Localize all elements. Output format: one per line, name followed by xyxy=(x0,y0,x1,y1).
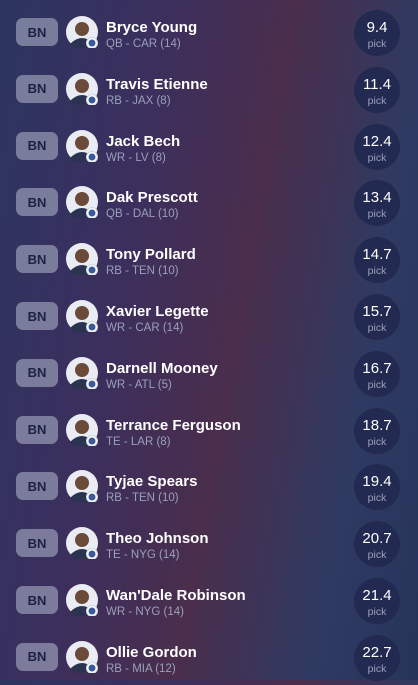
pick-circle: 15.7 pick xyxy=(354,294,400,340)
slot-badge[interactable]: BN xyxy=(16,586,58,614)
player-avatar xyxy=(66,584,98,616)
pick-label: pick xyxy=(367,94,387,107)
slot-badge[interactable]: BN xyxy=(16,18,58,46)
player-detail: WR - CAR (14) xyxy=(106,322,184,334)
player-name: Tony Pollard xyxy=(106,246,196,264)
pick-circle: 19.4 pick xyxy=(354,464,400,511)
player-avatar xyxy=(66,300,98,332)
player-row[interactable]: BN Dak Prescott QB - DAL (10) 13.4 pick xyxy=(0,174,418,230)
pick-label: pick xyxy=(367,151,387,164)
pick-circle: 12.4 pick xyxy=(354,123,400,170)
player-name: Terrance Ferguson xyxy=(106,416,241,434)
player-avatar xyxy=(66,129,98,162)
player-row[interactable]: BN Tyjae Spears RB - TEN (10) 19.4 pick xyxy=(0,458,418,514)
player-name: Tyjae Spears xyxy=(106,473,198,491)
player-avatar xyxy=(66,527,98,560)
slot-badge[interactable]: BN xyxy=(16,245,58,274)
pick-value: 18.7 xyxy=(362,416,392,434)
pick-circle: 13.4 pick xyxy=(354,180,400,227)
slot-badge[interactable]: BN xyxy=(16,302,58,330)
slot-badge[interactable]: BN xyxy=(16,642,58,671)
pick-value: 13.4 xyxy=(362,189,392,207)
player-row[interactable]: BN Darnell Mooney WR - ATL (5) 16.7 pick xyxy=(0,345,418,401)
player-name: Ollie Gordon xyxy=(106,643,197,661)
pick-label: pick xyxy=(367,606,387,618)
player-name: Xavier Legette xyxy=(106,303,209,320)
pick-value: 20.7 xyxy=(362,530,392,548)
player-detail: QB - DAL (10) xyxy=(106,208,179,221)
player-row[interactable]: BN Theo Johnson TE - NYG (14) 20.7 pick xyxy=(0,515,418,571)
pick-value: 9.4 xyxy=(366,19,388,36)
pick-circle: 21.4 pick xyxy=(354,578,400,624)
pick-label: pick xyxy=(367,549,387,562)
pick-label: pick xyxy=(367,38,387,50)
slot-badge[interactable]: BN xyxy=(16,529,58,558)
player-detail: TE - NYG (14) xyxy=(106,549,180,562)
pick-label: pick xyxy=(367,435,387,448)
pick-circle: 16.7 pick xyxy=(354,350,400,397)
pick-value: 19.4 xyxy=(362,473,392,491)
slot-badge[interactable]: BN xyxy=(16,358,58,387)
player-name: Darnell Mooney xyxy=(106,359,218,377)
player-avatar xyxy=(66,470,98,503)
player-row[interactable]: BN Xavier Legette WR - CAR (14) 15.7 pick xyxy=(0,288,418,344)
pick-value: 21.4 xyxy=(362,587,392,604)
player-row[interactable]: BN Terrance Ferguson TE - LAR (8) 18.7 pick xyxy=(0,402,418,458)
pick-value: 11.4 xyxy=(362,75,392,93)
player-detail: RB - JAX (8) xyxy=(106,94,171,107)
player-name: Bryce Young xyxy=(106,19,198,36)
player-row[interactable]: BN Wan'Dale Robinson WR - NYG (14) 21.4 pick xyxy=(0,572,418,628)
slot-badge[interactable]: BN xyxy=(16,74,58,103)
pick-label: pick xyxy=(367,378,387,391)
player-avatar xyxy=(66,640,98,673)
pick-circle: 11.4 pick xyxy=(354,66,400,113)
pick-value: 22.7 xyxy=(362,643,392,661)
pick-circle: 14.7 pick xyxy=(354,237,400,284)
pick-value: 14.7 xyxy=(362,246,392,264)
player-avatar xyxy=(66,243,98,276)
pick-label: pick xyxy=(367,662,387,675)
player-avatar xyxy=(66,16,98,48)
pick-circle: 9.4 pick xyxy=(354,10,400,56)
pick-label: pick xyxy=(367,265,387,278)
player-detail: RB - MIA (12) xyxy=(106,662,176,675)
slot-badge[interactable]: BN xyxy=(16,131,58,160)
pick-value: 15.7 xyxy=(362,303,392,320)
player-detail: TE - LAR (8) xyxy=(106,435,171,448)
player-name: Wan'Dale Robinson xyxy=(106,587,246,604)
pick-circle: 18.7 pick xyxy=(354,407,400,454)
player-detail: RB - TEN (10) xyxy=(106,492,179,505)
player-name: Theo Johnson xyxy=(106,530,209,548)
slot-badge[interactable]: BN xyxy=(16,415,58,444)
pick-circle: 22.7 pick xyxy=(354,634,400,681)
player-avatar xyxy=(66,72,98,105)
player-row[interactable]: BN Bryce Young QB - CAR (14) 9.4 pick xyxy=(0,4,418,60)
player-avatar xyxy=(66,413,98,446)
player-name: Jack Bech xyxy=(106,132,181,150)
pick-label: pick xyxy=(367,208,387,221)
pick-label: pick xyxy=(367,492,387,505)
player-avatar xyxy=(66,356,98,389)
player-row[interactable]: BN Ollie Gordon RB - MIA (12) 22.7 pick xyxy=(0,629,418,685)
pick-circle: 20.7 pick xyxy=(354,521,400,568)
player-detail: WR - LV (8) xyxy=(106,151,166,164)
player-detail: WR - NYG (14) xyxy=(106,606,184,618)
slot-badge[interactable]: BN xyxy=(16,188,58,217)
player-name: Travis Etienne xyxy=(106,75,208,93)
player-detail: QB - CAR (14) xyxy=(106,38,181,50)
player-name: Dak Prescott xyxy=(106,189,198,207)
player-row[interactable]: BN Travis Etienne RB - JAX (8) 11.4 pick xyxy=(0,61,418,117)
player-detail: RB - TEN (10) xyxy=(106,265,179,278)
pick-value: 16.7 xyxy=(362,359,392,377)
pick-label: pick xyxy=(367,322,387,334)
player-detail: WR - ATL (5) xyxy=(106,378,172,391)
player-avatar xyxy=(66,186,98,219)
pick-value: 12.4 xyxy=(362,132,392,150)
slot-badge[interactable]: BN xyxy=(16,472,58,501)
player-row[interactable]: BN Jack Bech WR - LV (8) 12.4 pick xyxy=(0,118,418,174)
player-row[interactable]: BN Tony Pollard RB - TEN (10) 14.7 pick xyxy=(0,231,418,287)
